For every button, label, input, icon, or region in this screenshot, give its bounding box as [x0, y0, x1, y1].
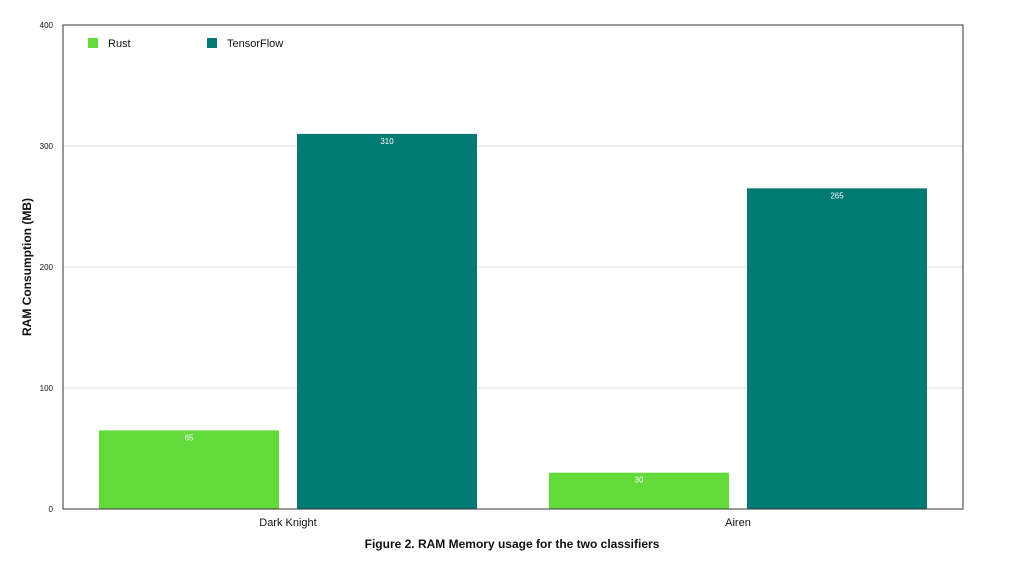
- y-tick-label: 300: [40, 142, 54, 151]
- bars: 65 310 30 265: [99, 133, 927, 509]
- y-axis-ticks: 0 100 200 300 400: [40, 21, 54, 514]
- y-tick-label: 0: [49, 505, 54, 514]
- bar-chart: 65 310 30 265 0 100 200 300 400 Dark Knight Aire…: [20, 21, 964, 529]
- y-tick-label: 100: [40, 384, 54, 393]
- legend-label: TensorFlow: [227, 38, 283, 50]
- legend-swatch: [88, 38, 98, 48]
- legend-label: Rust: [108, 38, 131, 50]
- bar: [297, 133, 477, 509]
- legend-swatch: [207, 38, 217, 48]
- x-axis-categories: Dark Knight Airen: [259, 517, 751, 529]
- data-label: 65: [185, 433, 194, 442]
- bar: [549, 472, 729, 509]
- y-tick-label: 400: [40, 21, 54, 30]
- data-label: 30: [635, 476, 644, 485]
- y-axis-label: RAM Consumption (MB): [20, 198, 34, 336]
- bar: [99, 430, 279, 509]
- plot-frame: [62, 24, 964, 510]
- bar: [747, 188, 927, 509]
- legend: Rust TensorFlow: [88, 38, 283, 50]
- x-category-label: Airen: [725, 517, 751, 529]
- data-label: 265: [830, 191, 844, 200]
- y-tick-label: 200: [40, 263, 54, 272]
- data-label: 310: [380, 137, 394, 146]
- x-category-label: Dark Knight: [259, 517, 316, 529]
- figure-caption: Figure 2. RAM Memory usage for the two c…: [364, 537, 660, 551]
